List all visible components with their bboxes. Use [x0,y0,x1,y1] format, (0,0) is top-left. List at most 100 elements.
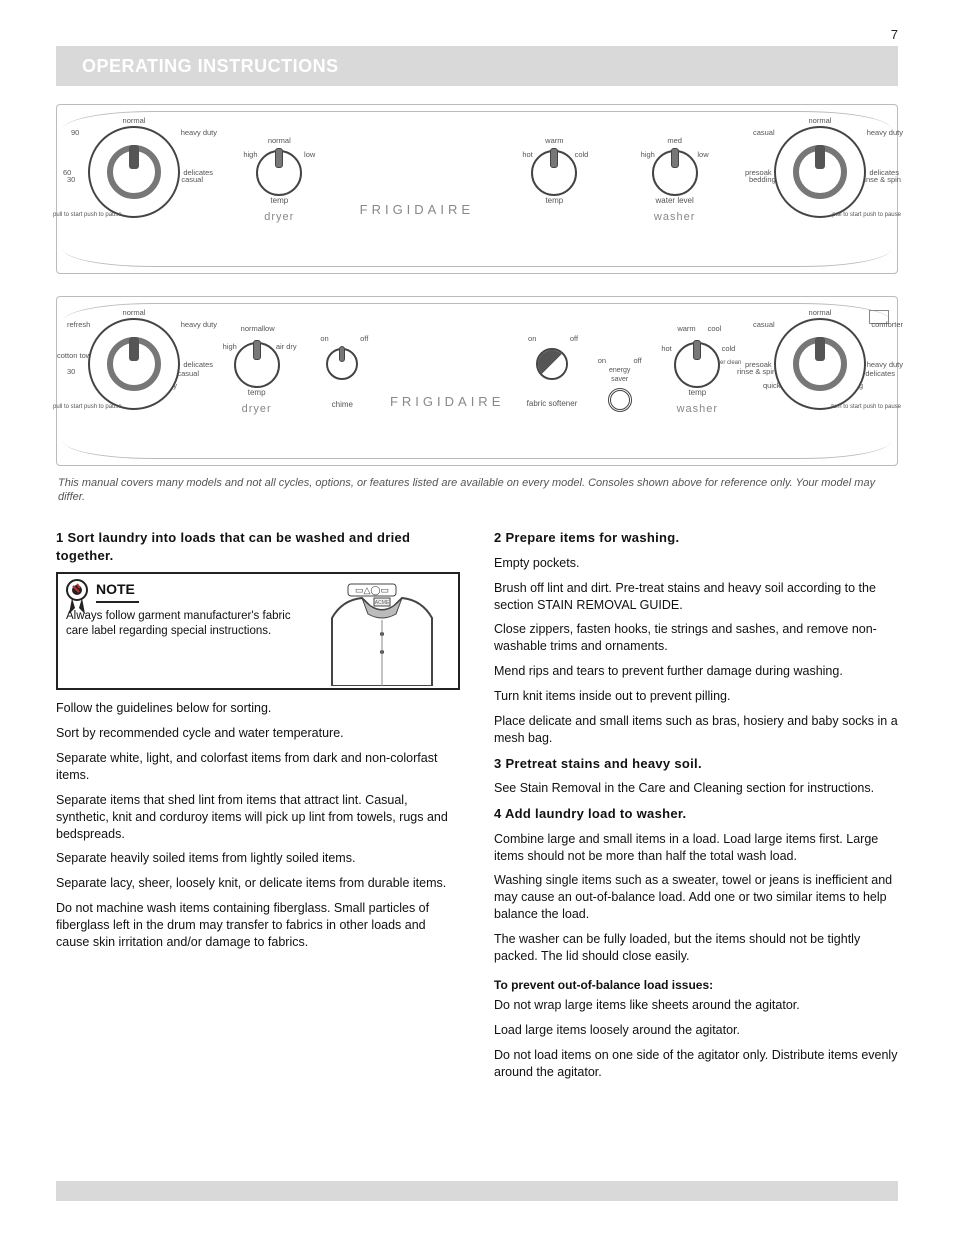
p1s1-l: high [243,150,257,160]
content-columns: 1 Sort laundry into loads that can be wa… [56,527,898,1088]
p2s3-r: off [570,334,578,344]
p2s2-r: off [360,334,368,344]
knob2-start: pull to start push to pause [832,212,901,218]
s2p6: Place delicate and small items such as b… [494,713,898,747]
brand-logo-1: FRIGIDAIRE [360,201,474,219]
knob1-br: casual [181,175,203,185]
step-4-heading: 4 Add laundry load to washer. [494,805,898,823]
sort-p4: Separate heavily soiled items from light… [56,850,460,867]
p1s1-top: normal [268,136,291,146]
ribbon-icon [62,578,92,616]
washer-label-2: washer [659,402,735,417]
dryer-cycle-knob [88,126,180,218]
chime-switch [326,348,358,380]
p1s2-under: temp [514,196,594,207]
note-heading: NOTE [96,580,139,603]
s2p2: Brush off lint and dirt. Pre-treat stain… [494,580,898,614]
sort-p6: Do not machine wash items containing fib… [56,900,460,951]
dryer-cycle-knob-2 [88,318,180,410]
p1s3-under: water level [635,196,715,207]
control-panel-diagram-2: normal heavy duty delicates casual quick… [56,296,898,466]
washer-cycle-knob-1 [774,126,866,218]
knob2-ru: heavy duty [867,128,903,138]
brand-logo-2: FRIGIDAIRE [390,393,504,411]
p2s4-under: temp [659,388,735,399]
s3p1: See Stain Removal in the Care and Cleani… [494,780,898,797]
p2k2-ru: comforter [871,320,903,330]
right-column: 2 Prepare items for washing. Empty pocke… [494,527,898,1088]
s2p3: Close zippers, fasten hooks, tie strings… [494,621,898,655]
p2s3-l: on [528,334,536,344]
p2s2-under: chime [314,400,370,411]
p2k2-rl: heavy duty [867,360,903,370]
washer-temp-knob-1 [531,150,577,196]
section-header: OPERATING INSTRUCTIONS [56,46,898,86]
page-number: 7 [56,26,898,44]
s2p1: Empty pockets. [494,555,898,572]
dryer-label-1: dryer [239,210,319,225]
washer-label-1: washer [635,210,715,225]
p2k2-start: turn to start push to pause [831,404,901,410]
s4p1: Combine large and small items in a load.… [494,831,898,865]
dryer-temp-knob [256,150,302,196]
sort-p1: Sort by recommended cycle and water temp… [56,725,460,742]
p2k1-ru: heavy duty [181,320,217,330]
sort-p5: Separate lacy, sheer, loosely knit, or d… [56,875,460,892]
washer-temp-knob-2 [674,342,720,388]
knob1-start: pull to start push to pause [53,212,122,218]
p2s1-tl: normal [241,324,264,334]
p2k1-start: pull to start push to pause [53,404,122,410]
water-level-knob [652,150,698,196]
softener-switch [536,348,568,380]
knob2-br: rinse & spin [862,175,901,185]
p2s3-under: fabric softener [524,400,580,408]
p1s3-l: high [641,150,655,160]
warn-sub: To prevent out-of-balance load issues: [494,977,898,993]
knob1-lu: 60 [63,168,71,178]
s4p3: The washer can be fully loaded, but the … [494,931,898,965]
p2k2-top: normal [809,308,832,318]
svg-text:▭△◯▭: ▭△◯▭ [355,585,389,596]
knob1-ru: heavy duty [181,128,217,138]
footer-bar [56,1181,898,1201]
sort-p3: Separate items that shed lint from items… [56,792,460,843]
p2k1-ll: 30 [67,367,75,377]
p2k1-rl: delicates [183,360,213,370]
p2e-r: off [633,356,641,366]
p2s1-under: temp [219,388,295,399]
p2s1-r: air dry [276,342,297,352]
p1s2-l: hot [522,150,532,160]
p2k1-lt: refresh [67,320,90,330]
dryer-temp-knob-2 [234,342,280,388]
p2k1-top: normal [123,308,146,318]
note-box: NOTE Always follow garment manufacturer'… [56,572,460,690]
control-panel-diagram-1: normal heavy duty delicates casual 15 30… [56,104,898,274]
p1s3-top: med [667,136,682,146]
w2: Load large items loosely around the agit… [494,1022,898,1039]
p2s1-top: low [263,324,274,334]
p2s4-r: cold [722,344,736,354]
knob2-lt: casual [753,128,775,138]
svg-text:ACME: ACME [375,600,390,606]
p2s4-top: cool [708,324,722,334]
p1s2-r: cold [575,150,589,160]
p2k2-lu: presoak [745,360,772,370]
p1s1-under: temp [239,196,319,207]
p2s4-tl: warm [677,324,695,334]
knob1-top: normal [123,116,146,126]
step-2-heading: 2 Prepare items for washing. [494,529,898,547]
washer-cycle-knob-2 [774,318,866,410]
dryer-label-2: dryer [219,402,295,417]
panels-caption: This manual covers many models and not a… [56,476,898,506]
knob2-lu: presoak [745,168,772,178]
step-3-heading: 3 Pretreat stains and heavy soil. [494,755,898,773]
p2e-under: energy saver [600,366,640,385]
p1s2-top: warm [545,136,563,146]
shirt-illustration: ▭△◯▭ ACME [312,580,452,686]
p2s2-l: on [320,334,328,344]
follow-text: Follow the guidelines below for sorting. [56,700,460,717]
s4p2: Washing single items such as a sweater, … [494,872,898,923]
p1s3-r: low [697,150,708,160]
p2k1-br: casual [177,369,199,379]
p2k2-lt: casual [753,320,775,330]
